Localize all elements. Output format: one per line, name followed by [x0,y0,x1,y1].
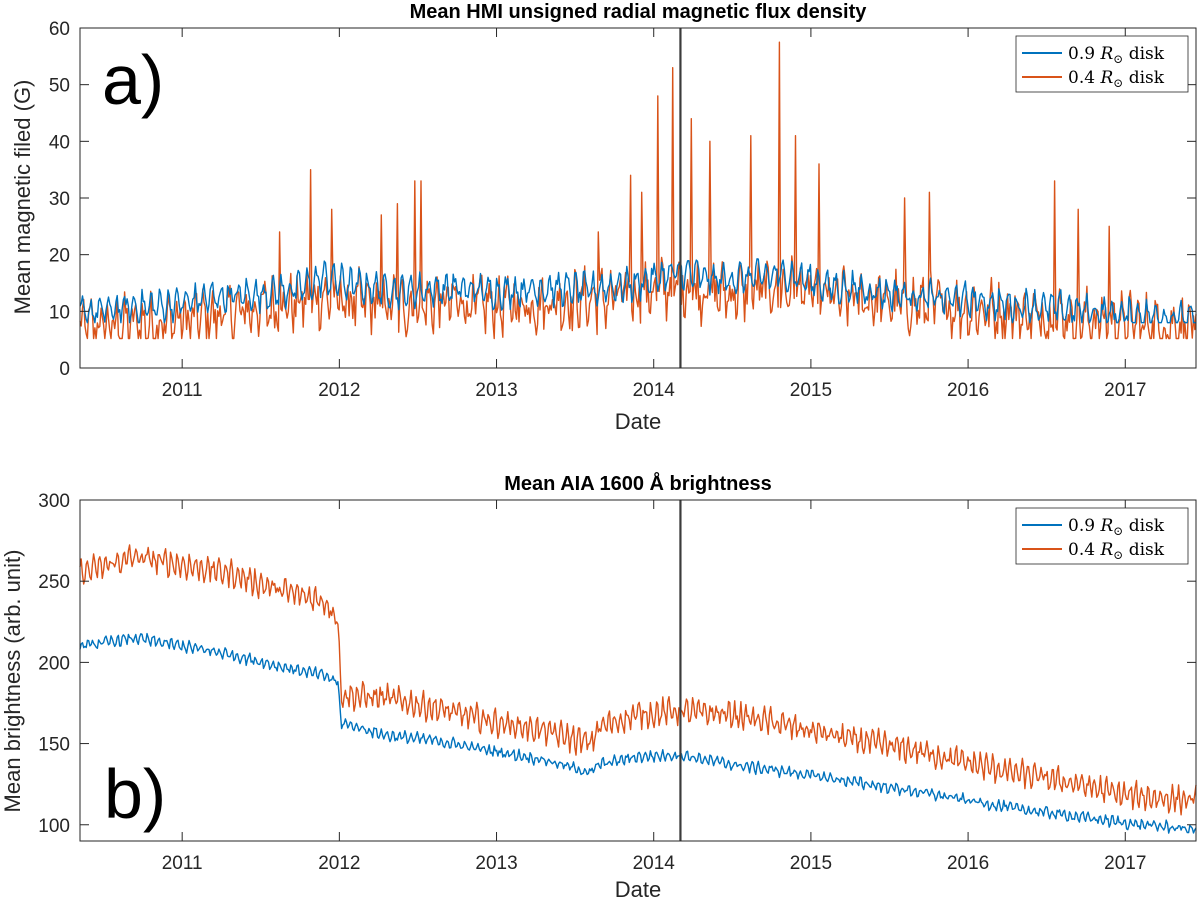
x-tick-label: 2013 [475,380,517,401]
y-tick-label: 250 [38,572,70,593]
x-tick-label: 2016 [947,380,989,401]
series-line-0.9-disk [79,632,1197,834]
panel-a-title: Mean HMI unsigned radial magnetic flux d… [410,1,868,23]
x-tick-label: 2015 [790,853,832,874]
x-tick-label: 2015 [790,380,832,401]
panel-a-ylabel: Mean magnetic filed (G) [10,80,35,315]
x-tick-label: 2012 [318,853,360,874]
panel-b-plot-area: 2011 2012 2013 2014 2015 2016 2017 100 150 200 250… [38,491,1197,874]
y-tick-label: 300 [38,491,70,512]
plot-background [80,500,1196,841]
x-tick-label: 2017 [1104,853,1146,874]
y-tick-label: 60 [49,19,70,40]
x-tick-label: 2011 [162,380,203,401]
legend-box [1015,35,1189,93]
legend-box [1015,507,1189,565]
y-tick-label: 40 [49,132,70,153]
panel-a-xlabel: Date [615,409,661,434]
panel-a-plot-area: 2011 2012 2013 2014 2015 2016 2017 0 10 20 30 40 50 6… [49,19,1197,401]
legend-entry-label: 0.4 R⊙ disk [1068,68,1165,90]
legend-entry-label: 0.9 R⊙ disk [1068,516,1165,538]
panel-b-title: Mean AIA 1600 Å brightness [504,471,771,495]
x-tick-label: 2014 [633,380,676,401]
series-line-0.9-disk [79,258,1196,324]
legend-entry-label: 0.4 R⊙ disk [1068,540,1165,562]
y-tick-label: 0 [59,359,70,380]
y-tick-label: 30 [49,189,70,210]
axes-frame [79,499,1197,842]
y-tick-label: 20 [49,246,70,267]
legend-entry-label: 0.9 R⊙ disk [1068,44,1165,66]
panel-b-xlabel: Date [615,877,661,902]
x-tick-label: 2017 [1104,380,1146,401]
panel-b-label: b) [104,755,166,833]
panel-a: Mean HMI unsigned radial magnetic flux d… [10,1,1197,434]
panel-b: Mean AIA 1600 Å brightness 2011 2012 2013 2… [0,471,1197,902]
y-tick-label: 10 [49,302,70,323]
x-tick-label: 2012 [318,380,360,401]
x-tick-label: 2016 [947,853,989,874]
panel-b-ylabel: Mean brightness (arb. unit) [0,550,25,813]
x-tick-label: 2011 [162,853,203,874]
y-tick-label: 150 [38,735,70,756]
y-tick-label: 100 [38,816,70,837]
series-line-0.4-disk [79,544,1197,816]
panel-a-label: a) [102,41,164,119]
y-tick-label: 200 [38,653,70,674]
y-tick-label: 50 [49,76,70,97]
x-tick-label: 2013 [475,853,517,874]
x-tick-label: 2014 [633,853,676,874]
